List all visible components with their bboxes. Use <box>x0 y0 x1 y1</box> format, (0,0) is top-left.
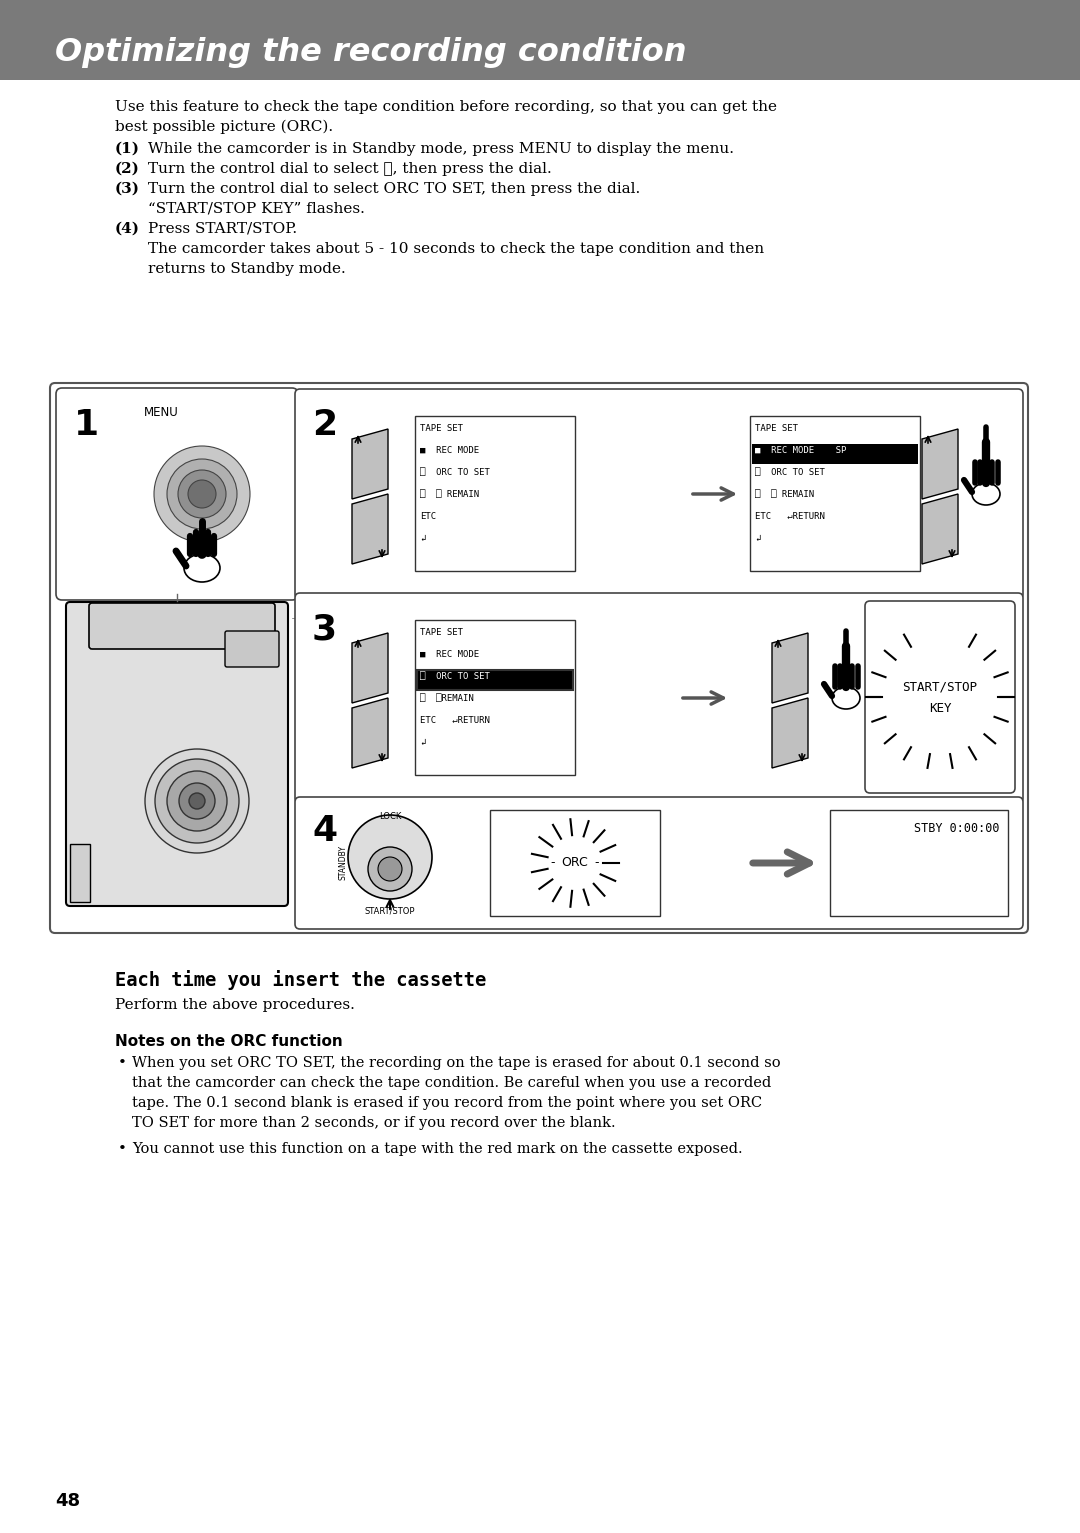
Bar <box>752 445 918 464</box>
Text: ETC   ↵RETURN: ETC ↵RETURN <box>755 512 825 521</box>
Text: STBY 0:00:00: STBY 0:00:00 <box>915 822 1000 835</box>
Text: •: • <box>118 1056 126 1070</box>
FancyBboxPatch shape <box>225 632 279 667</box>
Text: (1): (1) <box>114 143 140 156</box>
Text: STANDBY: STANDBY <box>339 845 348 880</box>
Circle shape <box>154 446 249 543</box>
Circle shape <box>167 458 237 529</box>
Text: “START/STOP KEY” flashes.: “START/STOP KEY” flashes. <box>148 202 365 216</box>
Bar <box>0 0 1080 80</box>
Polygon shape <box>352 633 388 704</box>
FancyBboxPatch shape <box>295 389 1023 599</box>
Polygon shape <box>772 698 808 768</box>
Text: TO SET for more than 2 seconds, or if you record over the blank.: TO SET for more than 2 seconds, or if yo… <box>132 1116 616 1130</box>
Text: 4: 4 <box>312 814 337 848</box>
Text: Turn the control dial to select ⎕, then press the dial.: Turn the control dial to select ⎕, then … <box>148 162 552 176</box>
Text: TAPE SET: TAPE SET <box>420 425 463 432</box>
Bar <box>750 415 920 570</box>
Text: The camcorder takes about 5 - 10 seconds to check the tape condition and then: The camcorder takes about 5 - 10 seconds… <box>148 242 765 256</box>
Bar <box>415 619 575 776</box>
Circle shape <box>156 759 239 843</box>
Polygon shape <box>772 633 808 704</box>
Text: START/STOP: START/STOP <box>903 681 977 693</box>
Polygon shape <box>922 494 958 564</box>
Ellipse shape <box>972 483 1000 504</box>
Text: START/STOP: START/STOP <box>365 908 415 917</box>
Text: 3: 3 <box>312 612 337 645</box>
Text: ↲: ↲ <box>755 533 760 543</box>
Text: Turn the control dial to select ORC TO SET, then press the dial.: Turn the control dial to select ORC TO S… <box>148 182 640 196</box>
Text: ■  REC MODE: ■ REC MODE <box>420 446 480 455</box>
Polygon shape <box>352 494 388 564</box>
Text: ORC: ORC <box>562 857 589 869</box>
Text: ⎕  ORC TO SET: ⎕ ORC TO SET <box>755 468 825 477</box>
Text: Press START/STOP.: Press START/STOP. <box>148 222 297 236</box>
Text: While the camcorder is in Standby mode, press MENU to display the menu.: While the camcorder is in Standby mode, … <box>148 143 734 156</box>
Polygon shape <box>352 698 388 768</box>
Text: Optimizing the recording condition: Optimizing the recording condition <box>55 37 687 67</box>
Text: that the camcorder can check the tape condition. Be careful when you use a recor: that the camcorder can check the tape co… <box>132 1076 771 1090</box>
Text: When you set ORC TO SET, the recording on the tape is erased for about 0.1 secon: When you set ORC TO SET, the recording o… <box>132 1056 781 1070</box>
Text: tape. The 0.1 second blank is erased if you record from the point where you set : tape. The 0.1 second blank is erased if … <box>132 1096 762 1110</box>
Text: MENU: MENU <box>144 406 179 419</box>
Text: You cannot use this function on a tape with the red mark on the cassette exposed: You cannot use this function on a tape w… <box>132 1142 743 1156</box>
FancyBboxPatch shape <box>50 383 1028 934</box>
Text: TAPE SET: TAPE SET <box>420 629 463 638</box>
Text: (2): (2) <box>114 162 140 176</box>
Text: Use this feature to check the tape condition before recording, so that you can g: Use this feature to check the tape condi… <box>114 100 777 113</box>
Bar <box>417 670 573 690</box>
Circle shape <box>368 848 411 891</box>
Text: ↲: ↲ <box>420 533 426 543</box>
Text: returns to Standby mode.: returns to Standby mode. <box>148 262 346 276</box>
Text: Perform the above procedures.: Perform the above procedures. <box>114 998 355 1012</box>
Bar <box>490 809 660 917</box>
Text: (3): (3) <box>114 182 140 196</box>
Polygon shape <box>352 429 388 500</box>
Text: 1: 1 <box>75 408 99 442</box>
Ellipse shape <box>832 687 860 708</box>
Text: Notes on the ORC function: Notes on the ORC function <box>114 1033 342 1049</box>
FancyBboxPatch shape <box>56 388 298 599</box>
Polygon shape <box>70 845 90 901</box>
Text: ■  REC MODE    SP: ■ REC MODE SP <box>755 446 847 455</box>
FancyBboxPatch shape <box>295 797 1023 929</box>
Text: ETC: ETC <box>420 512 436 521</box>
FancyBboxPatch shape <box>865 601 1015 793</box>
Text: best possible picture (ORC).: best possible picture (ORC). <box>114 120 333 135</box>
Text: •: • <box>118 1142 126 1156</box>
Circle shape <box>189 793 205 809</box>
Text: ⎕  ⎕ REMAIN: ⎕ ⎕ REMAIN <box>420 491 480 500</box>
Circle shape <box>179 783 215 819</box>
Text: ↲: ↲ <box>420 737 426 747</box>
Text: KEY: KEY <box>929 702 951 716</box>
Text: LOCK: LOCK <box>379 812 401 822</box>
Text: 48: 48 <box>55 1492 80 1510</box>
Text: ⎕  ⎕REMAIN: ⎕ ⎕REMAIN <box>420 694 474 704</box>
Text: -: - <box>595 857 599 869</box>
Ellipse shape <box>184 553 220 583</box>
Text: ⎕  ⎕ REMAIN: ⎕ ⎕ REMAIN <box>755 491 814 500</box>
Text: Each time you insert the cassette: Each time you insert the cassette <box>114 970 486 990</box>
FancyBboxPatch shape <box>66 602 288 906</box>
Bar <box>831 809 1008 917</box>
Text: ETC   ↵RETURN: ETC ↵RETURN <box>420 716 490 725</box>
Circle shape <box>167 771 227 831</box>
FancyBboxPatch shape <box>295 593 1023 803</box>
Text: ⎕  ORC TO SET: ⎕ ORC TO SET <box>420 671 490 681</box>
Polygon shape <box>922 429 958 500</box>
Circle shape <box>348 816 432 898</box>
Circle shape <box>378 857 402 881</box>
Circle shape <box>145 750 249 852</box>
Circle shape <box>188 480 216 507</box>
FancyBboxPatch shape <box>89 602 275 648</box>
Text: ■  REC MODE: ■ REC MODE <box>420 650 480 659</box>
Text: ⎕  ORC TO SET: ⎕ ORC TO SET <box>420 468 490 477</box>
Bar <box>415 415 575 570</box>
Circle shape <box>178 471 226 518</box>
Text: 2: 2 <box>312 408 337 442</box>
Text: -: - <box>551 857 555 869</box>
Text: TAPE SET: TAPE SET <box>755 425 798 432</box>
Text: (4): (4) <box>114 222 140 236</box>
